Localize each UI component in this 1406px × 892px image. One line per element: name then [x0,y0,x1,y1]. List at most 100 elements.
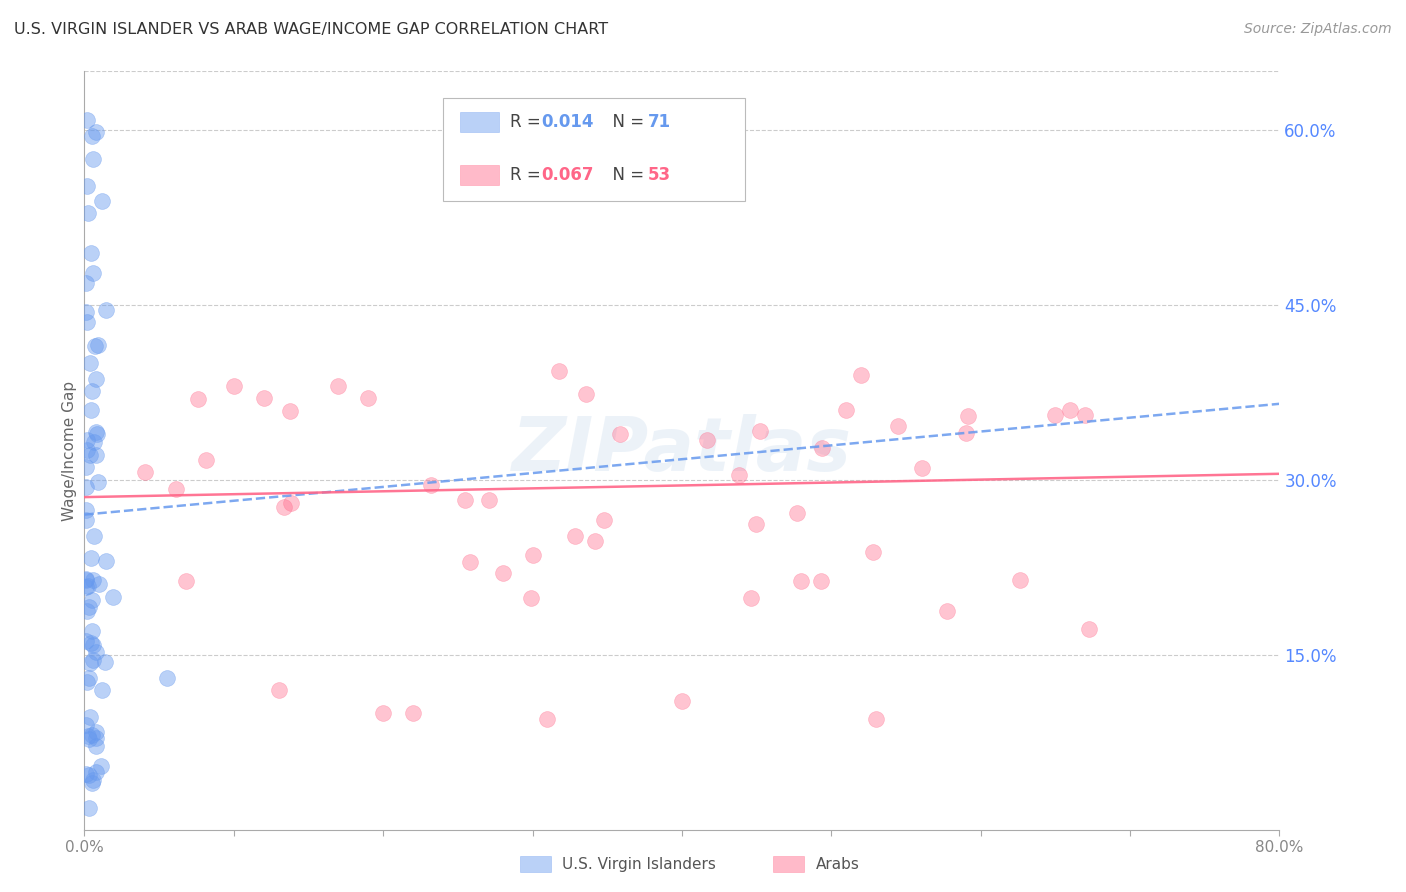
Y-axis label: Wage/Income Gap: Wage/Income Gap [62,380,77,521]
Point [76,112,98,127]
Point [75,305,97,319]
Point [80,384,103,398]
Point [84,448,107,462]
Point [536,712,558,726]
Text: N =: N = [602,113,650,131]
Point [89,576,111,591]
Point [745,517,768,532]
Point [165,483,187,497]
Point [373,706,395,720]
Point [454,493,477,508]
Point [76,315,98,329]
Point [76,442,98,457]
Point [79,356,101,370]
Point [75,276,97,290]
Point [91,194,114,209]
Point [187,392,209,406]
Point [519,591,541,605]
Point [911,460,934,475]
Point [522,549,544,563]
Point [94,655,117,669]
Point [76,206,98,220]
Point [671,694,693,708]
Point [80,128,103,143]
Point [75,572,97,586]
Point [83,434,105,449]
Point [155,671,177,685]
Point [790,574,813,588]
Point [82,266,104,280]
Point [328,379,350,393]
Point [84,425,107,439]
Point [83,529,105,543]
Point [727,467,749,482]
Point [77,671,100,685]
Point [82,638,104,652]
Point [811,442,834,456]
Point [79,801,101,815]
Point [862,545,884,559]
Point [810,574,832,588]
Point [748,424,770,438]
Point [267,682,290,697]
Point [865,712,887,726]
Point [1074,409,1097,423]
Point [79,656,101,670]
Point [76,434,98,448]
Text: N =: N = [602,166,650,184]
Text: ZIPatlas: ZIPatlas [512,414,852,487]
Point [834,403,856,417]
Text: 0.067: 0.067 [541,166,593,184]
Point [84,645,107,659]
Point [79,600,101,615]
Point [82,772,104,787]
Point [86,765,108,780]
Text: 53: 53 [648,166,671,184]
Point [956,409,979,423]
Point [80,728,103,742]
Point [80,624,103,639]
Point [278,404,301,418]
Point [76,178,98,193]
Point [80,550,103,565]
Point [420,478,443,492]
Point [80,246,103,260]
Text: Source: ZipAtlas.com: Source: ZipAtlas.com [1244,22,1392,37]
Point [76,674,98,689]
Point [84,725,107,739]
Point [84,125,107,139]
Point [75,633,97,648]
Point [90,759,112,773]
Point [91,682,114,697]
Point [80,636,103,650]
Point [75,573,97,587]
Text: 0.014: 0.014 [541,113,593,131]
Point [1045,409,1067,423]
Point [564,529,586,543]
Text: 71: 71 [648,113,671,131]
Point [86,427,108,442]
Point [75,767,97,781]
Text: Arabs: Arabs [815,857,859,871]
Point [458,555,481,569]
Point [86,739,108,754]
Point [887,419,910,434]
Point [84,372,107,386]
Point [134,465,156,479]
Text: U.S. Virgin Islanders: U.S. Virgin Islanders [562,857,716,871]
Point [79,710,101,724]
Point [75,460,97,475]
Point [1078,622,1101,636]
Text: U.S. VIRGIN ISLANDER VS ARAB WAGE/INCOME GAP CORRELATION CHART: U.S. VIRGIN ISLANDER VS ARAB WAGE/INCOME… [14,22,609,37]
Point [77,768,100,782]
Point [75,503,97,517]
Point [696,433,718,447]
Point [77,578,100,592]
Point [174,574,197,588]
Point [740,591,762,606]
Point [357,391,380,405]
Point [253,391,276,405]
Point [609,427,631,442]
Point [86,731,108,745]
Point [273,500,295,514]
